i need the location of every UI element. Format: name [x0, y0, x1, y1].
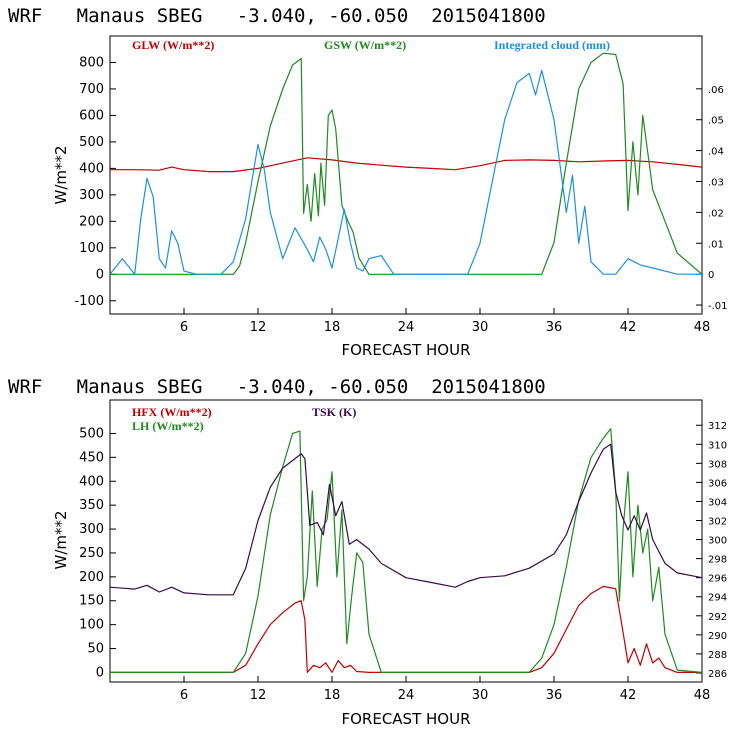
y-tick-label: -100 [74, 294, 104, 309]
x-axis-label: FORECAST HOUR [341, 341, 470, 359]
y-tick-label: 50 [87, 642, 104, 657]
y-tick-label: 0 [96, 267, 104, 282]
x-tick-label: 6 [180, 688, 188, 703]
y2-tick-label: 308 [708, 459, 727, 470]
x-tick-label: 36 [546, 320, 563, 335]
y-tick-label: 400 [79, 474, 104, 489]
y-tick-label: 150 [79, 594, 104, 609]
series-line [110, 157, 703, 173]
y2-tick-label: .01 [708, 239, 724, 250]
legend-entry: Integrated cloud (mm) [494, 38, 610, 52]
x-tick-label: 42 [620, 320, 637, 335]
x-tick-label: 30 [472, 320, 489, 335]
y2-tick-label: .03 [708, 177, 724, 188]
y2-tick-label: .02 [708, 208, 724, 219]
y-tick-label: 700 [79, 82, 104, 97]
x-tick-label: 18 [324, 688, 341, 703]
y-tick-label: 200 [79, 570, 104, 585]
y-axis-label: W/m**2 [52, 145, 70, 204]
y2-tick-label: .04 [708, 147, 724, 158]
chart-panel-2: WRF Manaus SBEG -3.040, -60.050 20150418… [8, 376, 727, 728]
legend-entry: TSK (K) [312, 405, 356, 419]
legend-entry: GLW (W/m**2) [132, 38, 214, 52]
series-line [110, 428, 703, 674]
chart-title: WRF Manaus SBEG -3.040, -60.050 20150418… [8, 376, 546, 398]
y2-tick-label: 296 [708, 574, 727, 585]
series-line [110, 585, 702, 674]
y2-tick-label: 300 [708, 536, 727, 547]
x-tick-label: 12 [250, 320, 267, 335]
chart-marks: 6 12 18 24 30 36 42 48 0 50 100 150 200 250 300 350 400 4… [79, 421, 727, 703]
y2-tick-label: 310 [708, 440, 727, 451]
series-line [109, 443, 703, 596]
x-tick-label: 42 [620, 688, 637, 703]
y2-tick-label: 292 [708, 612, 727, 623]
y2-tick-label: 294 [708, 593, 727, 604]
y2-tick-label: -.01 [708, 301, 728, 312]
x-axis-label: FORECAST HOUR [341, 710, 470, 728]
y-tick-label: 100 [79, 241, 104, 256]
y2-tick-label: 312 [708, 421, 727, 432]
plot-frame [109, 399, 703, 683]
series-line [110, 52, 703, 275]
y-tick-label: 400 [79, 161, 104, 176]
y2-tick-label: 286 [708, 669, 727, 680]
y-tick-label: 600 [79, 108, 104, 123]
y2-tick-label: 288 [708, 650, 727, 661]
x-tick-label: 48 [694, 688, 711, 703]
x-tick-label: 36 [546, 688, 563, 703]
chart-marks: 6 12 18 24 30 36 42 48 -100 0 100 200 300 400 500 600 70… [74, 52, 728, 335]
x-tick-label: 12 [250, 688, 267, 703]
y2-tick-label: 304 [708, 497, 727, 508]
y-tick-label: 800 [79, 55, 104, 70]
x-tick-label: 48 [694, 320, 711, 335]
y-tick-label: 300 [79, 522, 104, 537]
y-tick-label: 250 [79, 546, 104, 561]
series-line [109, 69, 702, 275]
y2-tick-label: 302 [708, 517, 727, 528]
y2-tick-label: .06 [708, 85, 724, 96]
y-tick-label: 500 [79, 135, 104, 150]
chart-title: WRF Manaus SBEG -3.040, -60.050 20150418… [8, 5, 546, 27]
x-tick-label: 18 [324, 320, 341, 335]
x-tick-label: 30 [472, 688, 489, 703]
x-tick-label: 6 [180, 320, 188, 335]
y-axis-label: W/m**2 [52, 510, 70, 569]
y-tick-label: 350 [79, 498, 104, 513]
y-tick-label: 450 [79, 450, 104, 465]
y2-tick-label: .05 [708, 116, 724, 127]
legend-entry: GSW (W/m**2) [324, 38, 406, 52]
y-tick-label: 300 [79, 188, 104, 203]
x-tick-label: 24 [398, 688, 415, 703]
plot-frame [109, 35, 703, 315]
x-tick-label: 24 [398, 320, 415, 335]
y2-tick-label: 290 [708, 631, 727, 642]
y-tick-label: 0 [96, 665, 104, 680]
y2-tick-label: 0 [708, 270, 714, 281]
legend-entry: HFX (W/m**2) [132, 405, 212, 419]
y2-tick-label: 298 [708, 555, 727, 566]
legend-entry: LH (W/m**2) [132, 419, 204, 433]
y2-tick-label: 306 [708, 478, 727, 489]
y-tick-label: 100 [79, 618, 104, 633]
y-tick-label: 500 [79, 426, 104, 441]
chart-panel-1: WRF Manaus SBEG -3.040, -60.050 20150418… [8, 5, 728, 359]
y-tick-label: 200 [79, 214, 104, 229]
